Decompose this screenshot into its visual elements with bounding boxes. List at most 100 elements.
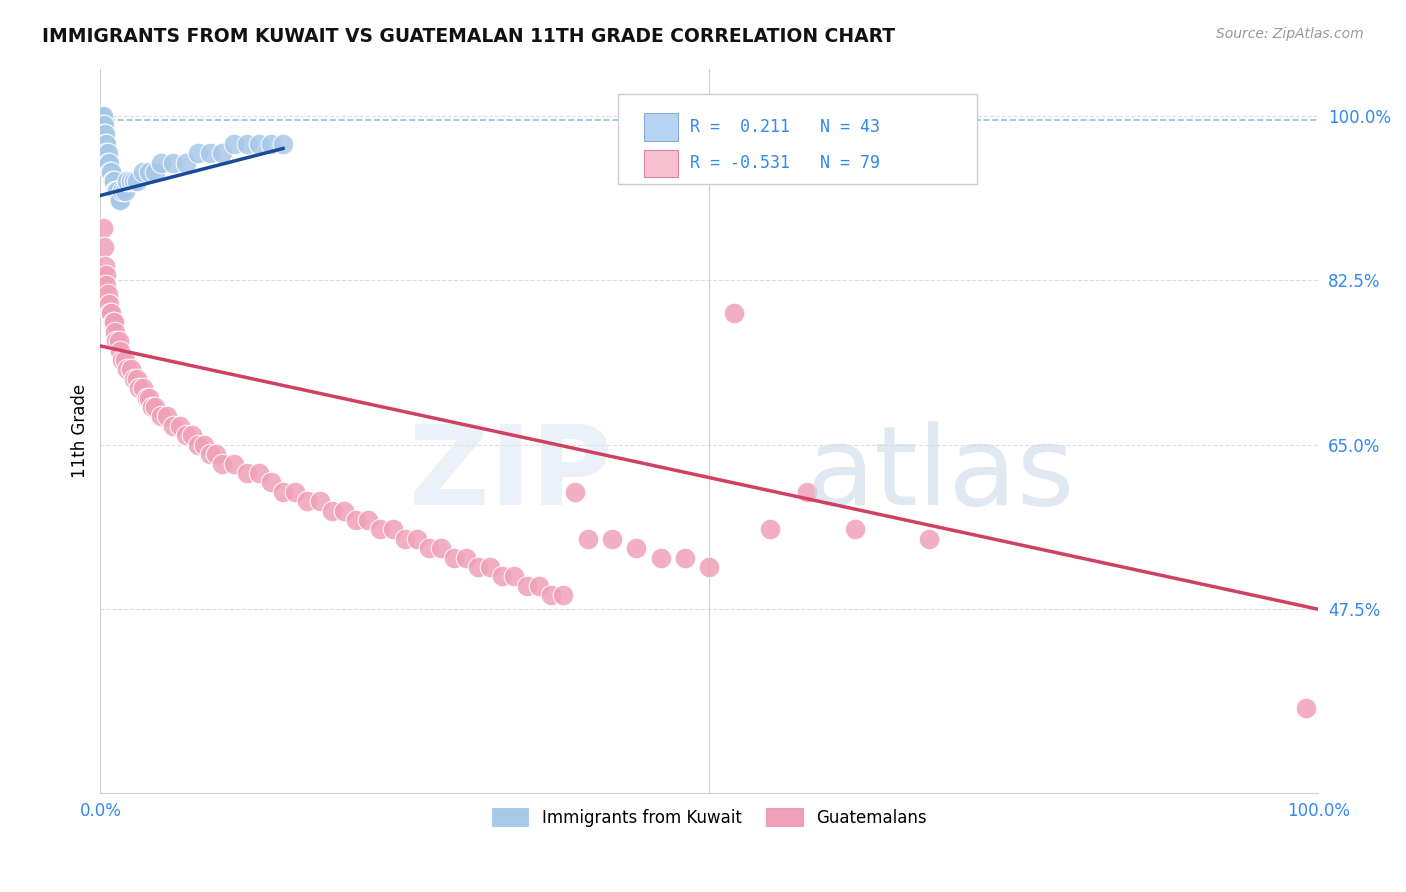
Point [626, 541, 648, 556]
Point [333, 503, 356, 517]
Point [91, 118, 114, 132]
Text: R =  0.211   N = 43: R = 0.211 N = 43 [690, 118, 880, 136]
Point [100, 306, 122, 320]
Point [271, 484, 294, 499]
Point [97, 287, 120, 301]
Point [105, 184, 128, 198]
Point [503, 569, 526, 583]
Point [564, 484, 586, 499]
Point [138, 165, 160, 179]
Point [150, 155, 173, 169]
Point [97, 146, 120, 161]
Point [103, 174, 125, 188]
Point [162, 155, 184, 169]
Point [156, 409, 179, 424]
Point [394, 532, 416, 546]
Point [100, 165, 122, 179]
Point [260, 475, 283, 490]
Point [187, 146, 209, 161]
Point [91, 221, 114, 235]
Point [120, 362, 142, 376]
Point [211, 146, 233, 161]
Point [97, 155, 120, 169]
Point [93, 128, 115, 142]
Point [94, 259, 117, 273]
Point [107, 184, 129, 198]
Point [115, 362, 138, 376]
Point [96, 136, 118, 151]
Point [357, 513, 380, 527]
Point [120, 174, 142, 188]
Point [135, 391, 157, 405]
Point [94, 136, 117, 151]
Text: Source: ZipAtlas.com: Source: ZipAtlas.com [1216, 27, 1364, 41]
Point [89, 109, 111, 123]
Point [260, 136, 283, 151]
Point [96, 277, 118, 292]
Point [673, 550, 696, 565]
Point [125, 174, 148, 188]
Point [527, 579, 550, 593]
Text: atlas: atlas [807, 420, 1076, 527]
Point [93, 240, 115, 254]
Point [132, 165, 155, 179]
Point [169, 418, 191, 433]
Point [235, 136, 257, 151]
Point [143, 400, 166, 414]
Point [271, 136, 294, 151]
Legend: Immigrants from Kuwait, Guatemalans: Immigrants from Kuwait, Guatemalans [484, 799, 935, 835]
Point [650, 550, 672, 565]
Point [97, 296, 120, 310]
Point [198, 146, 221, 161]
Point [297, 494, 319, 508]
Point [103, 315, 125, 329]
Point [193, 438, 215, 452]
Point [205, 447, 228, 461]
Point [138, 391, 160, 405]
Point [406, 532, 429, 546]
Point [132, 381, 155, 395]
Point [247, 466, 270, 480]
Point [111, 353, 134, 368]
Point [418, 541, 440, 556]
Point [308, 494, 330, 508]
Point [284, 484, 307, 499]
Point [141, 400, 163, 414]
Point [90, 109, 112, 123]
Point [540, 588, 562, 602]
Text: IMMIGRANTS FROM KUWAIT VS GUATEMALAN 11TH GRADE CORRELATION CHART: IMMIGRANTS FROM KUWAIT VS GUATEMALAN 11T… [42, 27, 896, 45]
Point [98, 165, 121, 179]
Point [98, 306, 121, 320]
Point [796, 484, 818, 499]
FancyBboxPatch shape [644, 113, 678, 141]
Point [917, 532, 939, 546]
Point [124, 372, 146, 386]
Point [128, 381, 150, 395]
Point [224, 457, 246, 471]
Point [105, 334, 128, 349]
FancyBboxPatch shape [644, 150, 678, 178]
Point [467, 560, 489, 574]
Point [321, 503, 343, 517]
Point [224, 136, 246, 151]
Point [101, 174, 124, 188]
Point [443, 550, 465, 565]
Point [198, 447, 221, 461]
Point [111, 184, 134, 198]
Point [381, 522, 404, 536]
Point [108, 343, 131, 358]
Point [114, 184, 136, 198]
Point [235, 466, 257, 480]
Point [430, 541, 453, 556]
Point [107, 334, 129, 349]
Point [723, 306, 745, 320]
Point [479, 560, 502, 574]
Point [96, 268, 118, 283]
Point [96, 146, 118, 161]
FancyBboxPatch shape [619, 94, 977, 185]
Point [211, 457, 233, 471]
Point [93, 118, 115, 132]
Point [104, 325, 127, 339]
Point [454, 550, 477, 565]
Point [125, 372, 148, 386]
